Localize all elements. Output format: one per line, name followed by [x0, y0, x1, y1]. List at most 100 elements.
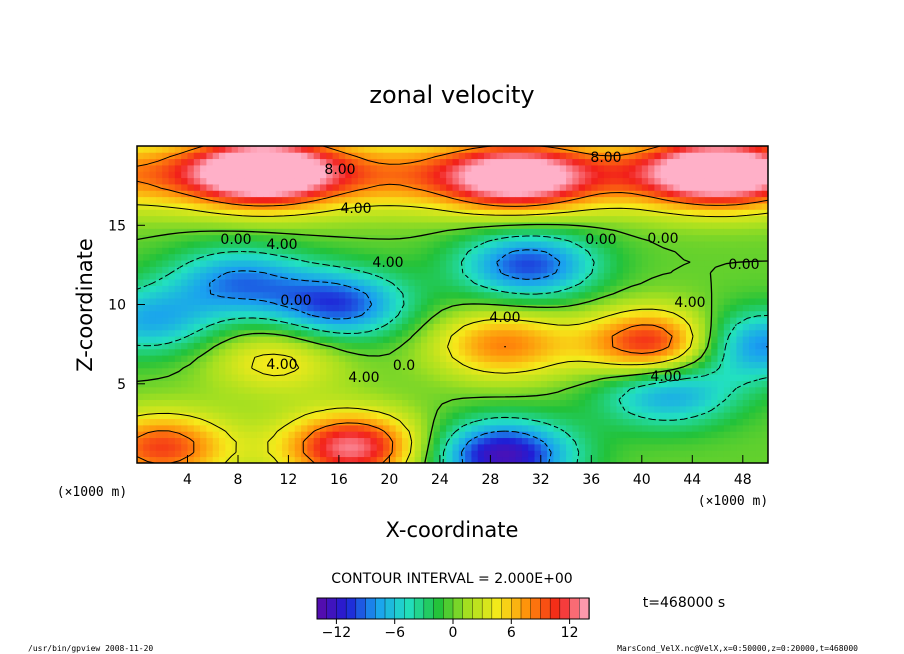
heatmap-cell	[231, 431, 239, 439]
heatmap-cell	[137, 367, 144, 375]
heatmap-cell	[351, 171, 359, 179]
heatmap-cell	[572, 203, 580, 210]
heatmap-cell	[685, 412, 693, 420]
heatmap-cell	[370, 367, 378, 375]
heatmap-cell	[490, 165, 498, 172]
heatmap-cell	[761, 310, 768, 318]
heatmap-cell	[698, 310, 706, 318]
heatmap-cell	[294, 184, 302, 191]
heatmap-cell	[357, 222, 365, 229]
heatmap-cell	[174, 298, 182, 305]
heatmap-cell	[383, 424, 390, 432]
heatmap-cell	[673, 393, 681, 400]
heatmap-cell	[420, 348, 428, 356]
heatmap-cell	[591, 443, 599, 451]
heatmap-cell	[641, 424, 649, 432]
heatmap-cell	[629, 355, 636, 362]
heatmap-cell	[383, 437, 390, 445]
heatmap-cell	[244, 323, 251, 331]
heatmap-cell	[200, 424, 207, 432]
heatmap-cell	[250, 158, 258, 166]
heatmap-cell	[269, 203, 277, 210]
heatmap-cell	[553, 393, 561, 400]
heatmap-cell	[275, 437, 283, 445]
heatmap-cell	[174, 412, 182, 420]
heatmap-cell	[660, 171, 668, 179]
heatmap-cell	[635, 241, 643, 248]
heatmap-cell	[345, 431, 352, 439]
heatmap-cell	[143, 437, 151, 445]
heatmap-cell	[528, 412, 535, 420]
heatmap-cell	[162, 190, 169, 198]
heatmap-cell	[174, 304, 182, 312]
heatmap-cell	[408, 361, 416, 369]
heatmap-cell	[723, 184, 731, 191]
heatmap-cell	[402, 367, 409, 375]
heatmap-cell	[313, 323, 321, 331]
heatmap-cell	[187, 253, 195, 261]
heatmap-cell	[534, 386, 542, 394]
heatmap-cell	[326, 177, 334, 185]
heatmap-cell	[364, 196, 371, 204]
heatmap-cell	[515, 241, 523, 248]
heatmap-cell	[490, 329, 498, 337]
heatmap-cell	[137, 304, 144, 312]
heatmap-cell	[553, 386, 561, 394]
heatmap-cell	[275, 355, 283, 362]
heatmap-cell	[597, 222, 605, 229]
heatmap-cell	[622, 279, 630, 286]
heatmap-cell	[275, 342, 283, 350]
heatmap-cell	[193, 342, 201, 350]
heatmap-cell	[200, 209, 207, 217]
heatmap-cell	[477, 260, 485, 267]
heatmap-cell	[749, 222, 756, 229]
heatmap-cell	[212, 405, 220, 413]
heatmap-cell	[414, 437, 422, 445]
heatmap-cell	[629, 209, 636, 217]
heatmap-cell	[294, 431, 302, 439]
heatmap-cell	[370, 450, 378, 458]
heatmap-cell	[692, 304, 699, 312]
heatmap-cell	[654, 424, 662, 432]
heatmap-cell	[433, 215, 441, 223]
heatmap-cell	[761, 196, 768, 204]
heatmap-cell	[294, 266, 302, 274]
heatmap-cell	[351, 190, 359, 198]
heatmap-cell	[319, 272, 327, 280]
heatmap-cell	[408, 253, 416, 261]
heatmap-cell	[231, 234, 239, 242]
heatmap-cell	[610, 209, 617, 217]
heatmap-cell	[484, 158, 491, 166]
heatmap-cell	[679, 412, 687, 420]
heatmap-cell	[515, 291, 523, 299]
heatmap-cell	[269, 386, 277, 394]
heatmap-cell	[294, 310, 302, 318]
heatmap-cell	[648, 342, 655, 350]
heatmap-cell	[408, 399, 416, 407]
heatmap-cell	[629, 291, 636, 299]
heatmap-cell	[383, 272, 390, 280]
heatmap-cell	[402, 241, 409, 248]
heatmap-cell	[288, 241, 296, 248]
heatmap-cell	[667, 298, 674, 305]
heatmap-cell	[332, 418, 340, 426]
heatmap-cell	[149, 260, 157, 267]
heatmap-cell	[244, 424, 251, 432]
heatmap-cell	[540, 361, 548, 369]
heatmap-cell	[452, 234, 460, 242]
heatmap-cell	[502, 336, 510, 343]
heatmap-cell	[143, 266, 151, 274]
heatmap-cell	[364, 405, 371, 413]
heatmap-cell	[376, 215, 384, 223]
heatmap-cell	[351, 146, 359, 153]
heatmap-cell	[313, 215, 321, 223]
heatmap-cell	[414, 336, 422, 343]
heatmap-cell	[250, 253, 258, 261]
heatmap-cell	[515, 165, 523, 172]
heatmap-cell	[143, 146, 151, 153]
heatmap-cell	[427, 196, 434, 204]
heatmap-cell	[717, 355, 725, 362]
heatmap-cell	[439, 279, 447, 286]
heatmap-cell	[667, 348, 674, 356]
heatmap-cell	[420, 234, 428, 242]
